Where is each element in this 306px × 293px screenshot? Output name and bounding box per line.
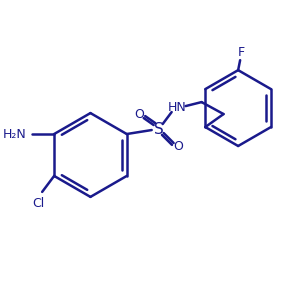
Text: S: S — [154, 122, 163, 137]
Text: F: F — [237, 46, 245, 59]
Text: O: O — [174, 141, 184, 154]
Text: O: O — [134, 108, 144, 120]
Text: Cl: Cl — [32, 197, 44, 210]
Text: HN: HN — [167, 100, 186, 114]
Text: H₂N: H₂N — [2, 127, 26, 141]
